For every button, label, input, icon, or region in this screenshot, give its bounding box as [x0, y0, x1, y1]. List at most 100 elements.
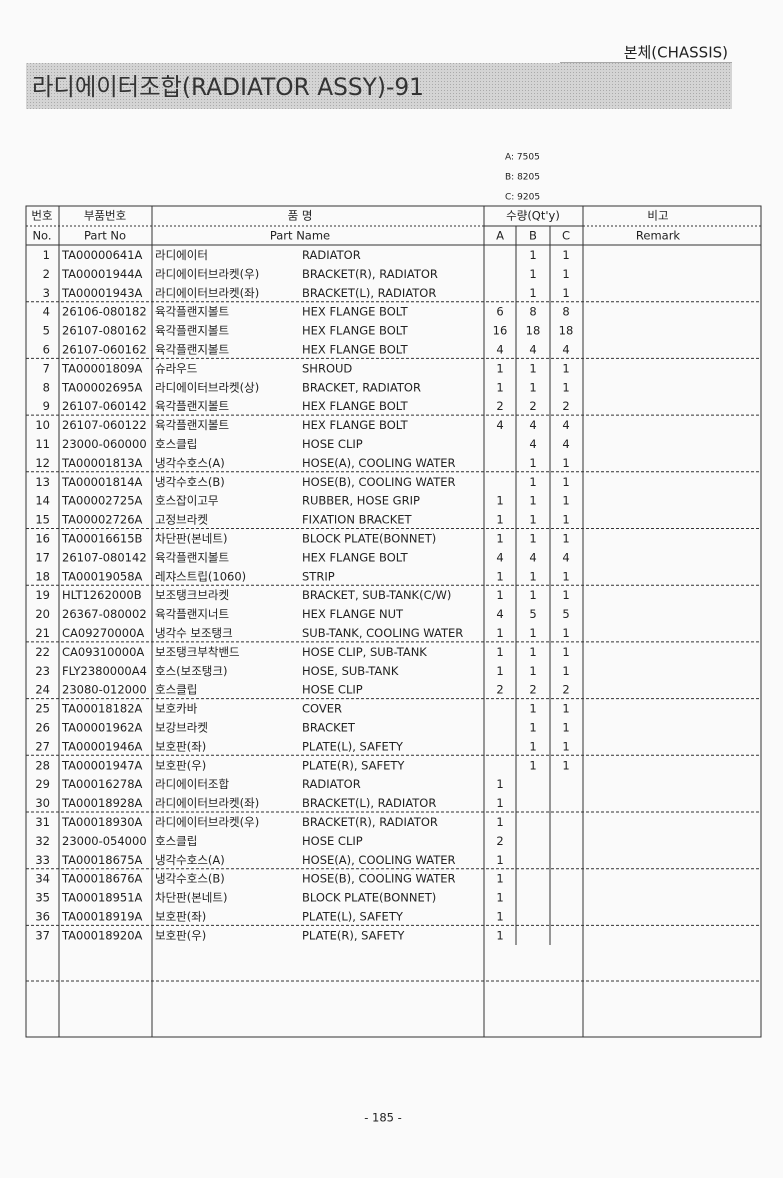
qty-a: 4	[496, 342, 503, 356]
name-english: HEX FLANGE BOLT	[302, 399, 409, 413]
part-number: TA00018928A	[61, 796, 143, 810]
qty-b: 1	[529, 720, 536, 734]
name-korean: 보호판(좌)	[155, 739, 206, 753]
qty-a: 2	[496, 683, 503, 697]
qty-c: 1	[562, 380, 569, 394]
part-number: 23080-012000	[62, 683, 147, 697]
qty-a: 1	[496, 645, 503, 659]
part-number: 26107-060142	[62, 399, 147, 413]
qty-b: 2	[529, 683, 536, 697]
part-number: TA00001947A	[61, 758, 143, 772]
row-number: 10	[35, 418, 50, 432]
row-number: 17	[35, 550, 50, 564]
qty-b: 1	[529, 569, 536, 583]
row-number: 14	[35, 494, 50, 508]
qty-a: 1	[496, 891, 503, 905]
qty-b: 1	[529, 380, 536, 394]
name-english: BRACKET(R), RADIATOR	[302, 267, 438, 281]
name-korean: 보호카바	[155, 702, 198, 716]
part-number: TA00000641A	[61, 248, 143, 262]
name-korean: 육각플랜지볼트	[155, 342, 229, 356]
part-number: 26107-060122	[62, 418, 147, 432]
qty-c: 2	[562, 399, 569, 413]
qty-c: 1	[562, 361, 569, 375]
qty-a: 1	[496, 777, 503, 791]
name-english: HOSE(A), COOLING WATER	[302, 456, 456, 470]
name-korean: 호스클립	[155, 437, 197, 451]
name-korean: 냉각수호스(B)	[155, 872, 225, 886]
name-english: BRACKET, SUB-TANK(C/W)	[302, 588, 451, 602]
name-korean: 호스(보조탱크)	[155, 664, 227, 678]
qty-c: 1	[562, 513, 569, 527]
name-korean: 육각플랜지볼트	[155, 305, 229, 319]
title: 라디에이터조합(RADIATOR ASSY)-91	[32, 73, 424, 101]
part-number: TA00018951A	[61, 891, 143, 905]
row-number: 33	[35, 853, 50, 867]
name-korean: 슈라우드	[155, 361, 197, 375]
part-number: TA00002695A	[61, 380, 143, 394]
qty-c: 1	[562, 494, 569, 508]
name-english: HEX FLANGE BOLT	[302, 324, 409, 338]
name-english: HEX FLANGE BOLT	[302, 342, 409, 356]
row-number: 3	[43, 286, 50, 300]
title-band	[26, 63, 732, 109]
name-korean: 레쟈스트립(1060)	[155, 569, 246, 583]
row-number: 4	[43, 305, 50, 319]
model: B: 8205	[505, 173, 540, 183]
name-english: FIXATION BRACKET	[302, 513, 413, 527]
name-english: HEX FLANGE BOLT	[302, 550, 409, 564]
part-number: TA00002725A	[61, 494, 143, 508]
row-number: 26	[35, 720, 50, 734]
col-header: Part No	[84, 229, 126, 243]
name-english: RADIATOR	[302, 248, 361, 262]
name-english: BRACKET	[302, 720, 356, 734]
part-number: 26107-080142	[62, 550, 147, 564]
qty-b: 1	[529, 475, 536, 489]
qty-b: 4	[529, 418, 536, 432]
qty-b: 18	[526, 324, 541, 338]
part-number: 26107-080162	[62, 324, 147, 338]
qty-a: 1	[496, 872, 503, 886]
part-number: TA00001809A	[61, 361, 143, 375]
qty-b: 1	[529, 286, 536, 300]
qty-c: 18	[559, 324, 574, 338]
name-korean: 라디에이터브라켓(우)	[155, 267, 259, 281]
name-korean: 냉각수호스(A)	[155, 456, 225, 470]
part-number: TA00001944A	[61, 267, 143, 281]
qty-b: 8	[529, 305, 536, 319]
qty-a: 2	[496, 834, 503, 848]
name-korean: 육각플랜지볼트	[155, 418, 229, 432]
col-header: Part Name	[270, 229, 330, 243]
name-english: HOSE CLIP, SUB-TANK	[302, 645, 427, 659]
row-number: 22	[35, 645, 50, 659]
qty-a: 1	[496, 796, 503, 810]
qty-c: 1	[562, 456, 569, 470]
name-korean: 라디에이터브라켓(상)	[155, 380, 259, 394]
qty-a: 1	[496, 494, 503, 508]
col-header: C	[562, 229, 570, 243]
qty-a: 1	[496, 626, 503, 640]
qty-a: 1	[496, 853, 503, 867]
name-korean: 냉각수 보조탱크	[155, 626, 233, 640]
model: A: 7505	[505, 153, 540, 163]
name-korean: 보조탱크부착밴드	[155, 645, 240, 659]
name-english: HEX FLANGE NUT	[302, 607, 404, 621]
part-number: TA00018675A	[61, 853, 143, 867]
qty-a: 1	[496, 569, 503, 583]
row-number: 18	[35, 569, 50, 583]
qty-a: 1	[496, 928, 503, 942]
part-number: TA00018930A	[61, 815, 143, 829]
name-korean: 호스클립	[155, 683, 197, 697]
part-number: 26107-060162	[62, 342, 147, 356]
row-number: 31	[35, 815, 50, 829]
qty-b: 1	[529, 588, 536, 602]
qty-a: 2	[496, 399, 503, 413]
part-number: CA09310000A	[62, 645, 144, 659]
name-korean: 호스잡이고무	[155, 494, 218, 508]
qty-a: 1	[496, 588, 503, 602]
qty-c: 1	[562, 664, 569, 678]
name-english: HEX FLANGE BOLT	[302, 418, 409, 432]
qty-a: 4	[496, 418, 503, 432]
qty-c: 1	[562, 569, 569, 583]
